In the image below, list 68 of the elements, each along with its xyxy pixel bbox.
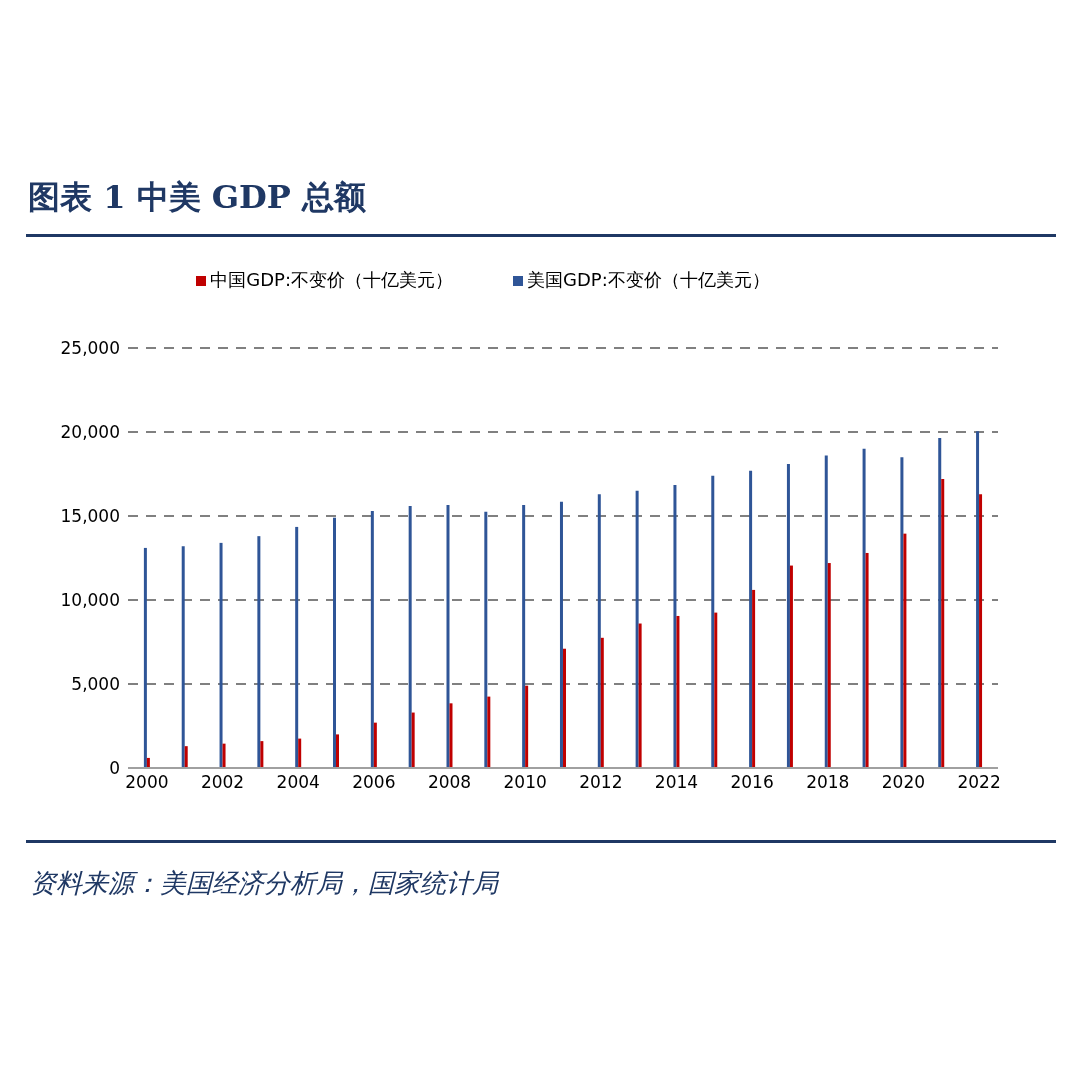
bar	[600, 637, 604, 768]
bar	[181, 546, 185, 768]
bar	[333, 517, 337, 768]
bar	[260, 741, 264, 768]
bar	[562, 648, 566, 768]
y-tick-label: 5,000	[71, 674, 120, 695]
bar	[373, 722, 377, 768]
bar	[714, 612, 718, 768]
bar	[446, 505, 450, 768]
y-tick-label: 25,000	[60, 338, 120, 359]
bar	[146, 757, 150, 768]
bar	[487, 696, 491, 768]
bar	[298, 738, 302, 768]
bar	[903, 533, 907, 768]
bar	[257, 536, 261, 768]
bar	[824, 455, 828, 768]
bar	[638, 623, 642, 768]
y-tick-label: 15,000	[60, 506, 120, 527]
bar	[865, 552, 869, 768]
bar	[827, 563, 831, 768]
bar	[484, 511, 488, 768]
bar	[789, 565, 793, 768]
bar	[938, 437, 942, 768]
bar	[979, 494, 983, 768]
bar	[673, 484, 677, 768]
bar	[786, 463, 790, 768]
bar	[635, 490, 639, 768]
bar	[219, 542, 223, 768]
bar	[976, 431, 980, 768]
bar	[711, 475, 715, 768]
x-tick-label: 2000	[125, 772, 169, 793]
y-tick-label: 10,000	[60, 590, 120, 611]
bar	[408, 505, 412, 768]
x-tick-label: 2018	[806, 772, 850, 793]
bar	[941, 479, 945, 768]
bar	[449, 703, 453, 768]
y-tick-label: 20,000	[60, 422, 120, 443]
bar	[676, 615, 680, 768]
x-tick-label: 2020	[881, 772, 926, 793]
x-tick-label: 2002	[200, 772, 245, 793]
x-tick-label: 2008	[427, 772, 472, 793]
bar	[222, 743, 226, 768]
bar	[862, 448, 866, 768]
bar	[295, 526, 299, 768]
legend-label: 中国GDP:不变价（十亿美元）	[210, 269, 453, 290]
x-tick-label: 2004	[276, 772, 320, 793]
bar	[752, 589, 756, 768]
text: 资料来源：美国经济分析局，国家统计局	[30, 867, 498, 900]
x-tick-label: 2016	[730, 772, 774, 793]
bar	[522, 505, 526, 768]
y-tick-label: 0	[109, 758, 120, 779]
bar	[597, 494, 601, 768]
bar	[411, 712, 415, 768]
chart-title: 图表 1 中美 GDP 总额	[28, 177, 366, 218]
bar	[184, 746, 188, 768]
x-tick-label: 2012	[579, 772, 623, 793]
bar	[525, 685, 529, 768]
x-tick-label: 2010	[503, 772, 547, 793]
bar	[336, 734, 340, 768]
bar	[143, 547, 147, 768]
x-tick-label: 2006	[352, 772, 396, 793]
legend-label: 美国GDP:不变价（十亿美元）	[527, 269, 770, 290]
bar	[900, 457, 904, 768]
bar	[559, 501, 563, 768]
bar	[370, 510, 374, 768]
x-tick-label: 2022	[957, 772, 1001, 793]
x-tick-label: 2014	[654, 772, 699, 793]
bar	[749, 470, 753, 768]
